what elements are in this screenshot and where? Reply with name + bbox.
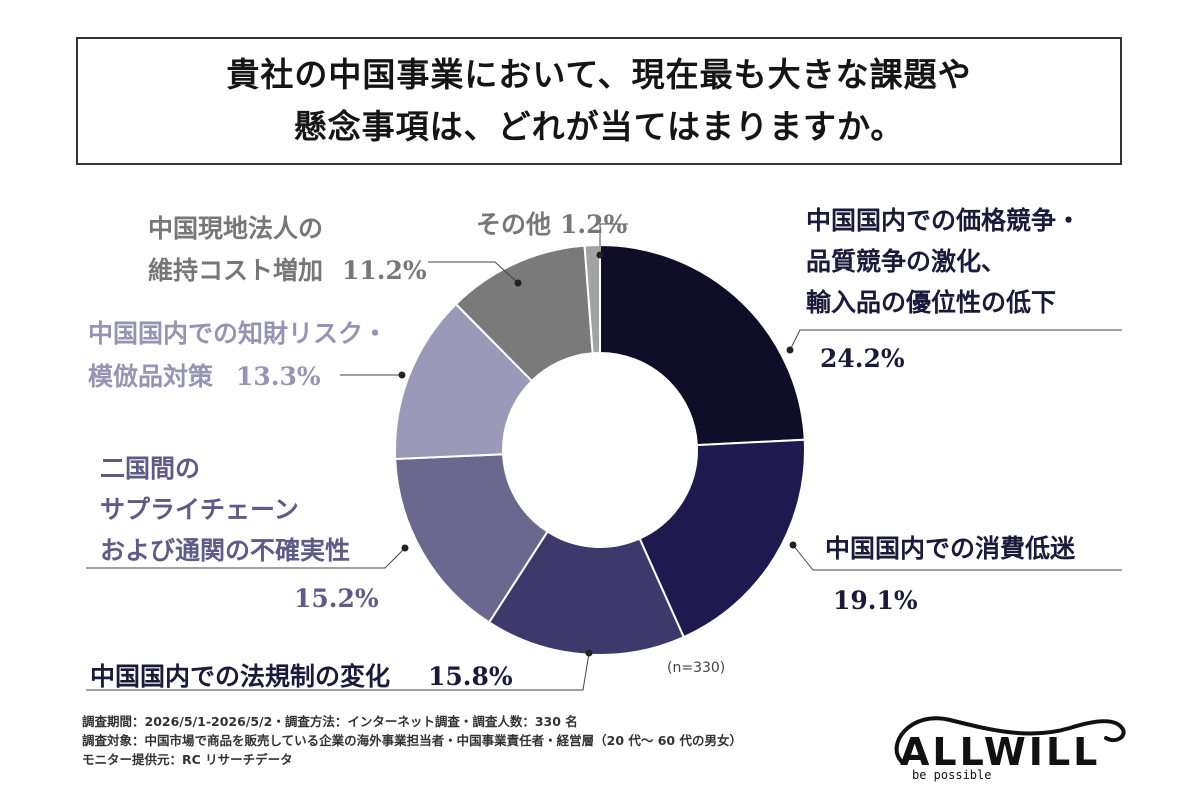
pct-ip-risk: 13.3% [236, 362, 321, 391]
sample-size-label: (n=330) [667, 660, 726, 676]
slice-other [583, 243, 601, 355]
survey-notes: 調査期間：2026/5/1-2026/5/2・調査方法：インターネット調査・調査… [82, 712, 742, 769]
slice-consumption-slump [638, 438, 806, 639]
pct-local-cost: 11.2% [342, 256, 427, 285]
logo-swoosh-icon [894, 716, 1126, 765]
leader-dot-ip-risk [398, 371, 406, 379]
label-price-competition: 中国国内での価格競争・ 品質競争の激化、 輸入品の優位性の低下 [806, 200, 1081, 323]
label-price-competition-line-3: 輸入品の優位性の低下 [806, 288, 1057, 317]
slice-regulation-change [487, 530, 686, 656]
leader-dot-regulation-change [585, 649, 593, 657]
leader-line-other [599, 223, 628, 255]
leader-dot-price-competition [786, 346, 794, 354]
title-box: 貴社の中国事業において、現在最も大きな課題や 懸念事項は、どれが当てはまりますか… [76, 37, 1122, 165]
survey-notes-line-1: 調査期間：2026/5/1-2026/5/2・調査方法：インターネット調査・調査… [82, 714, 578, 729]
survey-notes-line-2: 調査対象：中国市場で商品を販売している企業の海外事業担当者・中国事業責任者・経営… [82, 733, 742, 748]
slice-supply-chain [394, 453, 549, 624]
label-consumption-slump: 中国国内での消費低迷 [825, 534, 1076, 563]
leader-dot-supply-chain [401, 544, 409, 552]
label-other: その他 [476, 210, 552, 239]
leader-line-local-cost [428, 261, 519, 284]
pct-price-competition: 24.2% [820, 344, 905, 373]
title-line-2: 懸念事項は、どれが当てはまりますか。 [293, 107, 905, 146]
slice-price-competition [599, 243, 806, 447]
survey-notes-line-3: モニター提供元：RC リサーチデータ [82, 752, 293, 767]
label-price-competition-line-2: 品質競争の激化、 [806, 247, 1007, 276]
label-supply-chain: 二国間の サプライチェーン および通関の不確実性 [100, 454, 351, 565]
pct-regulation-change: 15.8% [428, 662, 513, 691]
label-ip-risk-line2: 模倣品対策 [88, 362, 214, 391]
pct-consumption-slump: 19.1% [833, 586, 918, 615]
leader-dot-other [596, 251, 604, 259]
logo-wordmark: ALLWILL [900, 730, 1101, 774]
leader-line-consumption-slump [792, 544, 1122, 571]
label-regulation-change: 中国国内での法規制の変化 [90, 662, 391, 691]
title-line-1: 貴社の中国事業において、現在最も大きな課題や [226, 55, 972, 94]
logo-tagline: be possible [912, 768, 992, 782]
pct-other: 1.2% [560, 210, 628, 239]
leader-dot-consumption-slump [789, 541, 797, 549]
allwill-logo: ALLWILL be possible [880, 700, 1130, 790]
leader-line-regulation-change [86, 652, 590, 691]
leader-line-supply-chain [86, 547, 406, 569]
leader-line-price-competition [789, 329, 1122, 351]
label-local-cost: 中国現地法人の [148, 214, 324, 243]
label-ip-risk: 中国国内での知財リスク・ [88, 319, 388, 348]
leader-dot-local-cost [514, 279, 522, 287]
label-price-competition-line-1: 中国国内での価格競争・ [806, 206, 1082, 235]
label-local-cost-line2: 維持コスト増加 [148, 256, 324, 285]
slice-ip-risk [394, 302, 534, 461]
pct-supply-chain: 15.2% [294, 584, 379, 613]
